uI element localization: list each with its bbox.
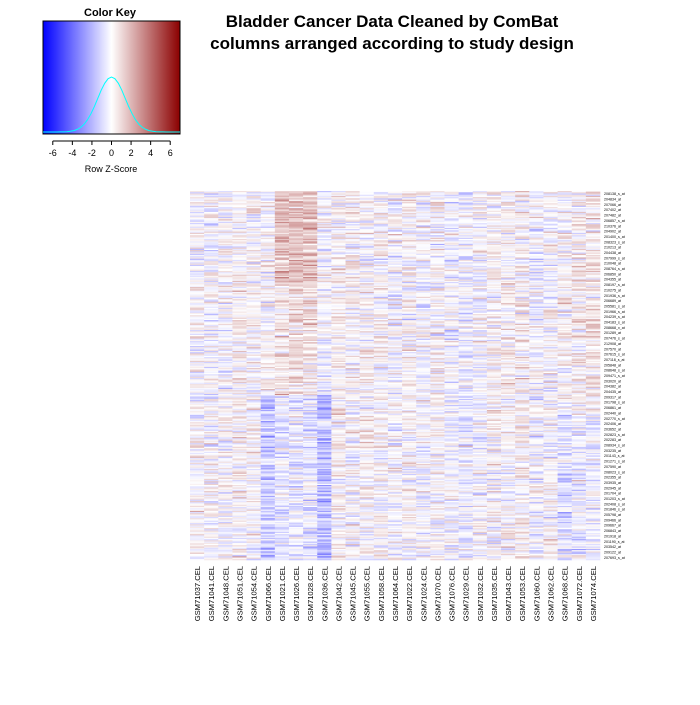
chart-title-line2: columns arranged according to study desi… [210, 34, 574, 53]
color-key-tick-label: -6 [49, 148, 57, 158]
heatmap-matrix [190, 191, 600, 560]
color-key-axis: -6 -4 -2 0 2 4 6 [49, 141, 173, 158]
color-key: Color Key -6 -4 -2 0 2 4 6 Row Z-Score [43, 7, 180, 174]
color-key-tick-label: 2 [129, 148, 134, 158]
color-key-tick-label: -4 [68, 148, 76, 158]
color-key-tick-label: -2 [88, 148, 96, 158]
color-key-tick-label: 4 [148, 148, 153, 158]
color-key-xlabel: Row Z-Score [85, 164, 138, 174]
color-key-title: Color Key [84, 7, 137, 19]
chart-title-line1: Bladder Cancer Data Cleaned by ComBat [226, 12, 559, 31]
color-key-tick-label: 0 [109, 148, 114, 158]
color-key-tick-label: 6 [168, 148, 173, 158]
